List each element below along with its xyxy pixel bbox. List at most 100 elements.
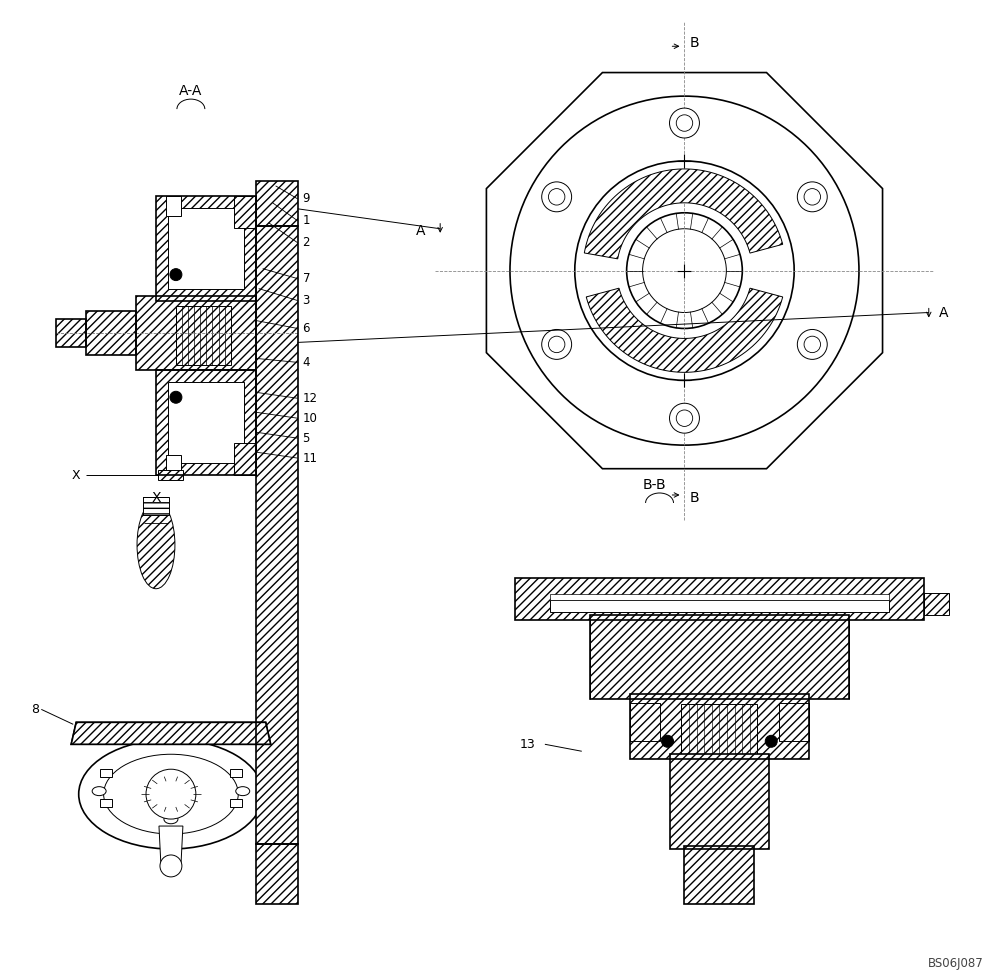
Bar — [681, 705, 757, 758]
Bar — [630, 695, 809, 760]
Circle shape — [542, 329, 572, 360]
Circle shape — [146, 769, 196, 819]
Bar — [166, 455, 181, 475]
Text: B-B: B-B — [643, 478, 666, 492]
Bar — [924, 593, 949, 614]
Ellipse shape — [164, 814, 178, 824]
Circle shape — [662, 735, 674, 748]
Text: 5: 5 — [303, 431, 310, 445]
Bar — [234, 196, 256, 227]
Polygon shape — [584, 169, 783, 259]
Text: 3: 3 — [303, 294, 310, 307]
Bar — [234, 196, 256, 227]
Bar — [256, 225, 298, 844]
Bar — [256, 225, 298, 844]
Text: BS06J087: BS06J087 — [928, 957, 984, 970]
Text: 8: 8 — [31, 703, 39, 715]
Bar — [158, 470, 183, 480]
Text: X: X — [71, 468, 80, 481]
Text: 9: 9 — [303, 192, 310, 206]
Circle shape — [804, 188, 821, 205]
Circle shape — [765, 735, 777, 748]
Text: 4: 4 — [303, 356, 310, 368]
Ellipse shape — [236, 787, 250, 796]
Bar — [590, 614, 849, 700]
Text: 1: 1 — [303, 215, 310, 227]
Polygon shape — [586, 288, 783, 372]
Bar — [176, 306, 231, 366]
Circle shape — [804, 336, 821, 353]
Circle shape — [160, 855, 182, 877]
Bar — [515, 578, 924, 619]
Bar — [230, 769, 242, 777]
Bar — [136, 296, 256, 370]
Polygon shape — [486, 73, 883, 468]
Bar — [550, 594, 889, 600]
Circle shape — [676, 115, 693, 131]
Bar — [156, 370, 256, 475]
Polygon shape — [159, 826, 183, 866]
Bar — [100, 769, 112, 777]
Bar — [156, 196, 256, 301]
Bar — [256, 844, 298, 904]
Bar — [156, 196, 256, 301]
Ellipse shape — [92, 787, 106, 796]
Text: A: A — [416, 223, 425, 238]
Bar — [630, 695, 809, 760]
Text: 6: 6 — [303, 322, 310, 335]
Bar — [230, 799, 242, 808]
Text: 12: 12 — [303, 392, 318, 405]
Bar — [550, 600, 889, 612]
Bar — [56, 319, 86, 347]
Circle shape — [643, 228, 726, 313]
Circle shape — [797, 329, 827, 360]
Ellipse shape — [137, 501, 175, 589]
Circle shape — [548, 336, 565, 353]
Bar — [630, 704, 660, 741]
Bar — [143, 497, 169, 514]
Bar — [630, 704, 660, 741]
Bar — [86, 311, 136, 356]
Circle shape — [548, 188, 565, 205]
Bar — [670, 755, 769, 849]
Circle shape — [797, 182, 827, 212]
Circle shape — [627, 213, 742, 328]
Ellipse shape — [104, 755, 238, 834]
Bar — [136, 296, 256, 370]
Bar — [924, 593, 949, 614]
Bar — [779, 704, 809, 741]
Polygon shape — [71, 722, 271, 744]
Circle shape — [510, 96, 859, 445]
Bar — [158, 470, 183, 480]
Circle shape — [670, 403, 699, 433]
Bar — [234, 443, 256, 475]
Bar — [256, 844, 298, 904]
Bar — [256, 181, 298, 225]
Circle shape — [170, 391, 182, 403]
Bar — [779, 704, 809, 741]
Text: A-A: A-A — [179, 84, 203, 98]
Circle shape — [670, 108, 699, 138]
Text: A: A — [939, 306, 948, 319]
Bar — [515, 578, 924, 619]
Text: 13: 13 — [520, 738, 536, 751]
Bar — [670, 755, 769, 849]
Circle shape — [542, 182, 572, 212]
Bar — [684, 846, 754, 904]
Bar — [590, 614, 849, 700]
Bar — [100, 799, 112, 808]
Bar — [143, 497, 169, 514]
Text: 7: 7 — [303, 272, 310, 285]
Bar — [166, 196, 181, 216]
Circle shape — [575, 161, 794, 380]
Bar — [684, 846, 754, 904]
Bar — [86, 311, 136, 356]
Text: 11: 11 — [303, 452, 318, 465]
Circle shape — [676, 410, 693, 426]
Text: X: X — [151, 491, 161, 505]
Bar — [156, 370, 256, 475]
Bar — [234, 443, 256, 475]
Text: 10: 10 — [303, 412, 317, 424]
Bar — [256, 181, 298, 225]
Bar — [168, 382, 244, 464]
